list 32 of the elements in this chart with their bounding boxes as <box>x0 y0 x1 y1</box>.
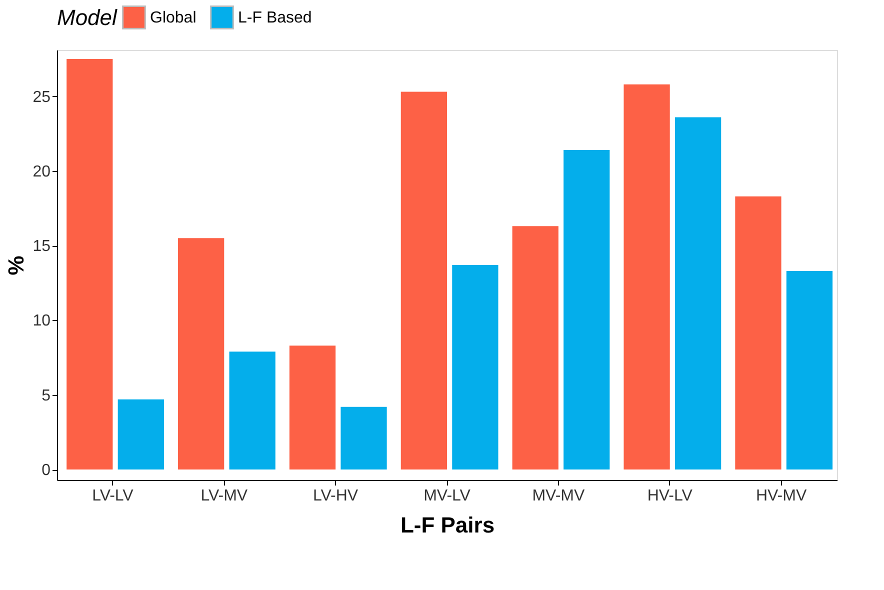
y-tick-label: 0 <box>42 462 51 480</box>
bar <box>118 399 164 470</box>
x-axis-title: L-F Pairs <box>400 512 495 538</box>
bar <box>66 58 113 470</box>
y-tick-label: 15 <box>32 238 51 256</box>
x-tick-label: MV-LV <box>424 488 471 504</box>
legend-title: Model <box>57 5 118 30</box>
bar <box>289 346 336 470</box>
bar <box>512 226 558 470</box>
bar <box>624 84 670 470</box>
bar <box>735 196 782 470</box>
x-tick-label: LV-HV <box>313 488 358 504</box>
y-tick-label: 20 <box>32 163 51 180</box>
bar <box>564 150 610 470</box>
y-tick-label: 25 <box>32 88 51 106</box>
bar <box>400 92 447 470</box>
x-tick-label: LV-LV <box>92 488 134 504</box>
y-tick-label: 10 <box>32 312 51 330</box>
bar <box>452 265 498 470</box>
bar <box>674 117 722 470</box>
x-tick-label: HV-LV <box>647 488 693 504</box>
legend-label: Global <box>150 9 196 26</box>
bar <box>178 238 224 470</box>
legend-label: L-F Based <box>238 9 312 26</box>
x-tick-label: HV-MV <box>756 488 807 504</box>
x-tick-label: LV-MV <box>200 488 248 504</box>
y-axis-title: % <box>4 256 29 276</box>
bar <box>340 406 387 470</box>
bar <box>786 270 833 470</box>
bar <box>229 352 276 470</box>
y-tick-label: 5 <box>42 387 51 404</box>
x-tick-label: MV-MV <box>532 488 585 504</box>
